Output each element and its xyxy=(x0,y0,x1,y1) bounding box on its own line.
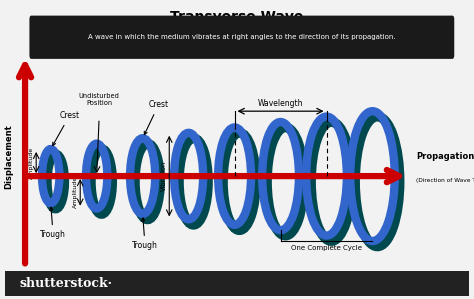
Text: (Direction of Wave Travel): (Direction of Wave Travel) xyxy=(416,178,474,183)
Text: shutterstock·: shutterstock· xyxy=(19,277,112,290)
Text: Crest: Crest xyxy=(53,111,80,146)
Text: Displacement: Displacement xyxy=(4,124,13,189)
Text: Wavelength: Wavelength xyxy=(258,99,303,108)
Text: Trough: Trough xyxy=(40,207,66,239)
FancyBboxPatch shape xyxy=(29,16,454,59)
Text: Amplitude: Amplitude xyxy=(73,176,78,208)
Text: Vibration: Vibration xyxy=(161,161,167,191)
Text: Undisturbed
Position: Undisturbed Position xyxy=(79,93,119,106)
Text: Amplitude: Amplitude xyxy=(29,147,34,179)
FancyBboxPatch shape xyxy=(5,271,469,296)
Text: Transverse Wave: Transverse Wave xyxy=(170,10,304,24)
Text: Trough: Trough xyxy=(132,218,158,250)
Text: One Complete Cycle: One Complete Cycle xyxy=(291,245,362,251)
Text: A wave in which the medium vibrates at right angles to the direction of its prop: A wave in which the medium vibrates at r… xyxy=(88,34,396,40)
Text: Crest: Crest xyxy=(144,100,169,135)
Text: Propagation: Propagation xyxy=(416,152,474,161)
